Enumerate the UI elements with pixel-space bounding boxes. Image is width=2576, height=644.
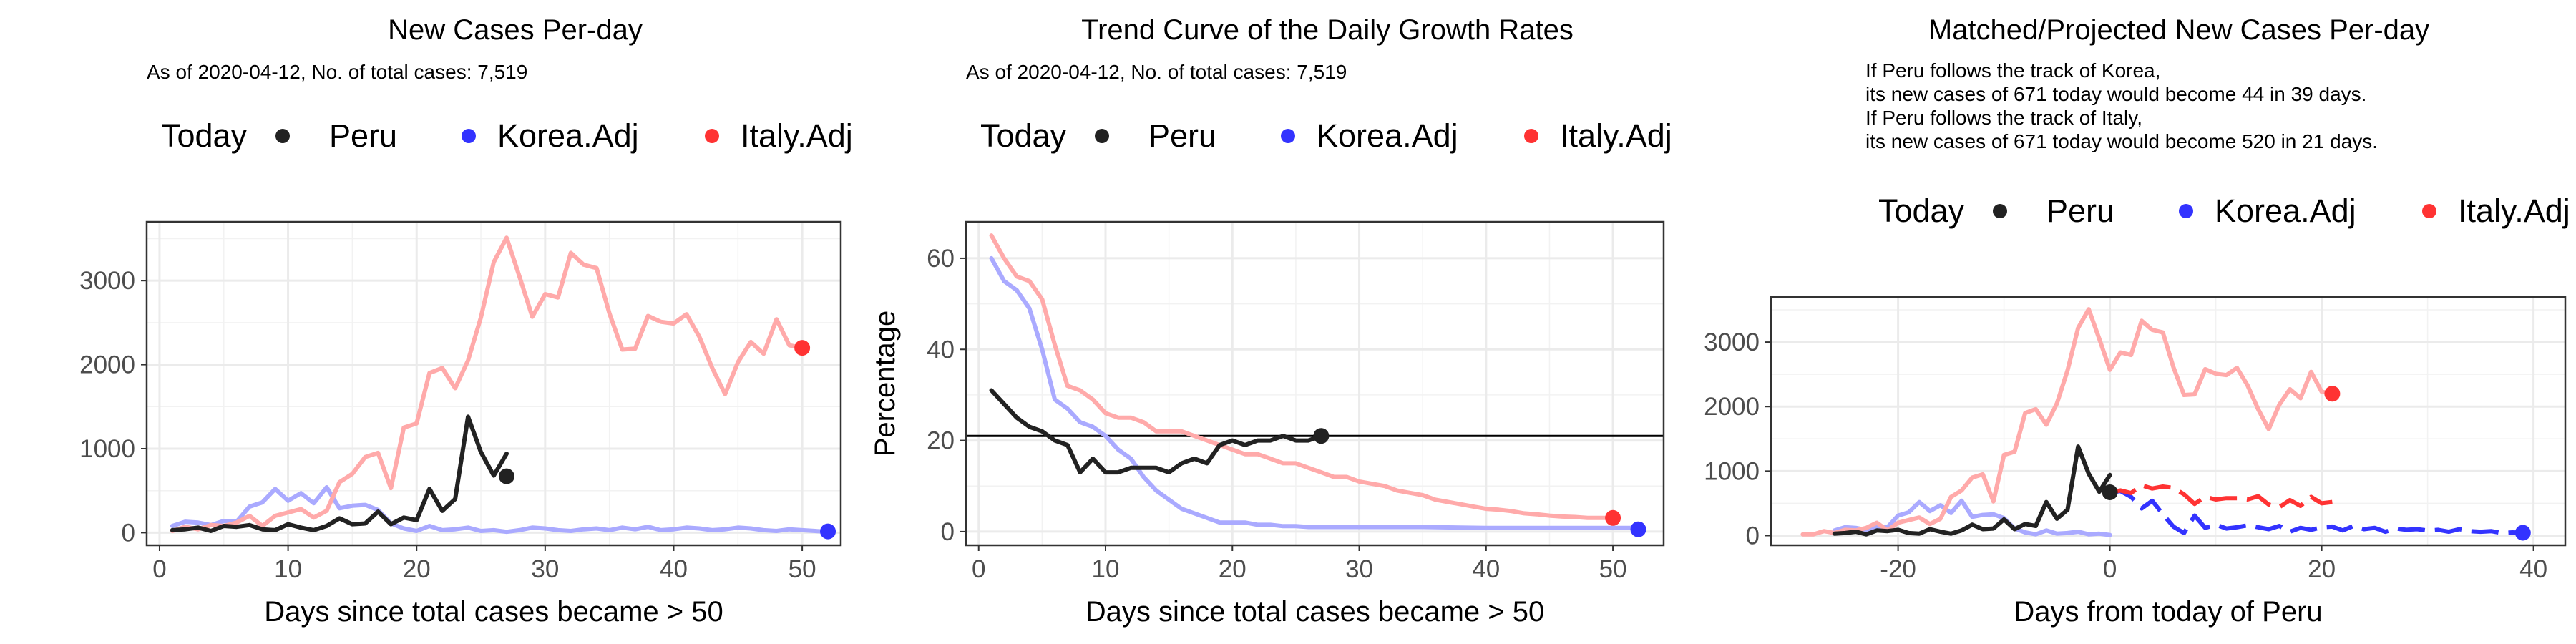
chart-subtitle: As of 2020-04-12, No. of total cases: 7,…	[966, 61, 1347, 83]
gridlines	[966, 222, 1664, 545]
legend-key-italy-adj	[2422, 204, 2436, 218]
legend-label-peru: Peru	[2046, 192, 2114, 229]
series-line-korea-adj	[170, 485, 830, 535]
x-axis-title: Days since total cases became > 50	[1085, 596, 1544, 628]
series-line-peru	[1832, 444, 2112, 537]
today-point-italy-adj	[794, 340, 811, 356]
x-tick-label: 50	[789, 555, 816, 583]
legend-label-korea-adj: Korea.Adj	[2215, 192, 2356, 229]
legend-label-peru: Peru	[1148, 117, 1216, 154]
y-tick-label: 3000	[79, 267, 135, 295]
series-line-italy-adj-projected	[2109, 483, 2333, 509]
series-line-italy-adj	[989, 233, 1616, 520]
series-line-italy-adj	[1800, 307, 2335, 537]
annotation-line: its new cases of 671 today would become …	[1865, 83, 2366, 105]
y-tick-label: 1000	[1704, 457, 1760, 485]
plot-border	[145, 220, 842, 547]
chart-title: Matched/Projected New Cases Per-day	[1928, 14, 2429, 46]
y-tick-label: 2000	[1704, 393, 1760, 421]
legend-label-korea-adj: Korea.Adj	[497, 117, 639, 154]
annotation-line: If Peru follows the track of Korea,	[1865, 59, 2160, 82]
legend-label-italy-adj: Italy.Adj	[1560, 117, 1672, 154]
legend-title: Today	[1878, 192, 1965, 229]
x-tick-label: 30	[531, 555, 559, 583]
today-point-italy-adj	[1605, 509, 1621, 526]
plot-background	[147, 222, 841, 545]
plot-border	[965, 220, 1665, 547]
y-tick-label: 0	[122, 519, 135, 547]
chart-panel-2: Trend Curve of the Daily Growth Rates As …	[869, 14, 1672, 628]
x-axis-title: Days from today of Peru	[2014, 596, 2322, 628]
legend-key-italy-adj	[1524, 129, 1538, 143]
x-tick-label: 10	[1092, 555, 1120, 583]
series-line-korea-adj-projected	[2109, 489, 2523, 535]
chart-panel-1: New Cases Per-day As of 2020-04-12, No. o…	[79, 14, 853, 628]
today-point-korea-adj	[2514, 525, 2531, 541]
x-tick-label: 20	[2308, 555, 2336, 583]
legend-label-italy-adj: Italy.Adj	[2458, 192, 2570, 229]
plot-background	[1771, 297, 2565, 545]
x-tick-label: 40	[1472, 555, 1500, 583]
legend: Today Peru Korea.Adj Italy.Adj	[1878, 192, 2570, 229]
x-tick-label: 20	[403, 555, 431, 583]
y-tick-label: 2000	[79, 351, 135, 379]
chart-title: New Cases Per-day	[388, 14, 643, 46]
legend-label-korea-adj: Korea.Adj	[1317, 117, 1458, 154]
legend-key-italy-adj	[705, 129, 719, 143]
today-point-peru	[1313, 428, 1330, 444]
series-line-peru	[989, 388, 1324, 475]
y-tick-label: 3000	[1704, 328, 1760, 356]
legend-key-korea-adj	[462, 129, 476, 143]
legend: Today Peru Korea.Adj Italy.Adj	[161, 117, 853, 154]
series-line-peru	[170, 414, 509, 533]
chart-panel-3: Matched/Projected New Cases Per-day If Pe…	[1704, 14, 2570, 628]
legend-label-italy-adj: Italy.Adj	[741, 117, 853, 154]
legend-title: Today	[161, 117, 248, 154]
x-tick-label: 40	[2519, 555, 2547, 583]
today-point-korea-adj	[1630, 521, 1646, 537]
x-tick-label: 30	[1345, 555, 1373, 583]
x-tick-label: 0	[152, 555, 166, 583]
y-tick-label: 60	[927, 245, 955, 273]
legend-title: Today	[980, 117, 1067, 154]
legend-key-korea-adj	[1281, 129, 1295, 143]
chart-title: Trend Curve of the Daily Growth Rates	[1081, 14, 1574, 46]
gridlines	[1771, 297, 2565, 545]
x-tick-label: 0	[2103, 555, 2117, 583]
x-tick-label: 10	[274, 555, 302, 583]
gridlines	[147, 222, 841, 545]
x-axis-title: Days since total cases became > 50	[264, 596, 723, 628]
y-tick-label: 0	[941, 518, 955, 546]
legend: Today Peru Korea.Adj Italy.Adj	[980, 117, 1672, 154]
legend-key-korea-adj	[2179, 204, 2193, 218]
today-point-peru	[2102, 484, 2118, 501]
annotation-line: its new cases of 671 today would become …	[1865, 130, 2378, 152]
x-tick-label: 20	[1219, 555, 1246, 583]
y-tick-label: 1000	[79, 435, 135, 463]
y-axis-title: Percentage	[869, 311, 901, 457]
legend-key-peru	[1993, 204, 2007, 218]
legend-label-peru: Peru	[329, 117, 397, 154]
annotation-line: If Peru follows the track of Italy,	[1865, 107, 2142, 129]
legend-key-peru	[1095, 129, 1109, 143]
today-point-korea-adj	[820, 523, 836, 540]
x-tick-label: -20	[1880, 555, 1916, 583]
chart-subtitle: As of 2020-04-12, No. of total cases: 7,…	[147, 61, 527, 83]
x-tick-label: 50	[1599, 555, 1627, 583]
today-point-peru	[498, 468, 514, 484]
y-tick-label: 20	[927, 427, 955, 455]
plot-background	[966, 222, 1664, 545]
series-line-korea-adj	[989, 255, 1641, 530]
x-tick-label: 40	[660, 555, 688, 583]
x-tick-label: 0	[972, 555, 985, 583]
series-line-italy-adj	[170, 235, 805, 533]
legend-key-peru	[275, 129, 290, 143]
y-tick-label: 0	[1746, 522, 1760, 550]
y-tick-label: 40	[927, 336, 955, 364]
plot-border	[1770, 296, 2567, 547]
today-point-italy-adj	[2324, 386, 2341, 402]
